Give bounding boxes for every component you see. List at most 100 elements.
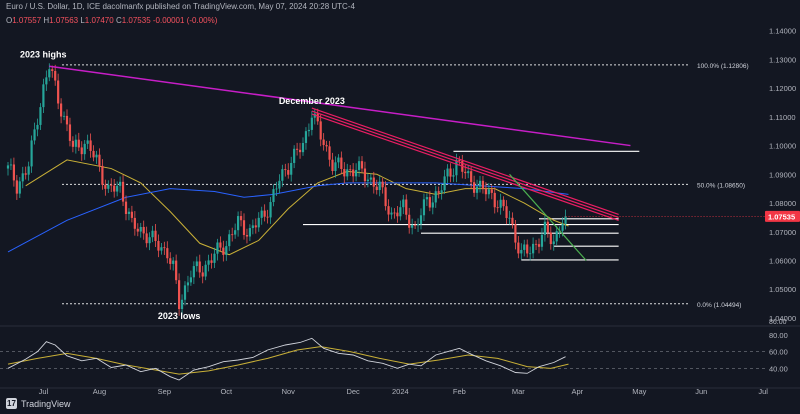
candle-body [12,164,15,181]
candle-body [478,180,482,187]
candle-body [54,70,57,81]
candle-body [201,272,204,277]
long-term-trendline [49,65,631,147]
candle-body [166,248,169,259]
candle-body [316,113,319,122]
candle-body [414,224,417,226]
candle-body [428,197,431,208]
candle-body [178,280,181,310]
candle-body [272,189,275,203]
candle-body [355,169,358,177]
candles-group [6,63,567,316]
candle-body [234,230,237,235]
candle-body [475,186,479,193]
x-tick-label: Jun [695,387,707,396]
candle-body [452,175,455,177]
candle-body [334,162,337,172]
candle-body [57,80,60,104]
december-resistance-line [311,107,619,215]
candle-body [62,115,66,117]
candle-body [251,225,254,229]
candle-body [110,184,113,186]
candle-body [337,157,340,163]
y-tick-label: 1.11000 [769,113,796,122]
candle-body [352,169,355,177]
candle-body [328,146,331,160]
candle-body [467,171,470,174]
candle-body [124,201,128,214]
candle-body [186,282,190,286]
x-tick-label: Apr [572,387,584,396]
candle-body [36,124,39,130]
candle-body [266,216,269,218]
candle-body [416,224,420,226]
rsi-tick-label: 40.00 [769,364,788,373]
candle-body [15,180,18,194]
candle-body [213,253,216,263]
candle-body [511,217,514,225]
candle-body [83,143,86,155]
candle-body [496,207,499,209]
candle-body [248,228,251,237]
candle-body [74,139,77,147]
candle-body [86,140,89,144]
candle-body [520,249,523,254]
fib-level-label: 50.0% (1.08650) [697,182,745,189]
chart-annotation: 2023 lows [158,311,201,321]
open-label: O [6,16,13,25]
candle-body [216,242,219,254]
candle-body [21,173,24,182]
y-tick-label: 1.09000 [769,170,796,179]
close-label: C [115,16,122,25]
candle-body [260,210,263,218]
candle-body [360,161,364,169]
candle-body [340,157,343,170]
candle-body [18,181,21,194]
candle-body [119,181,122,186]
candle-body [192,266,195,278]
candle-body [27,166,30,175]
candle-body [116,185,119,192]
candle-body [399,207,402,217]
candle-body [402,199,405,208]
candle-body [68,124,72,141]
candle-body [151,230,154,238]
candle-body [393,212,396,214]
candle-body [564,216,567,224]
december-resistance-line [311,113,619,221]
x-tick-label: Dec [346,387,360,396]
candle-body [254,225,257,228]
tradingview-brand: TradingView [21,398,71,409]
candle-body [537,244,541,247]
candle-body [390,212,393,215]
change-value: -0.00001 (-0.00%) [152,16,218,25]
candle-body [473,182,476,193]
candle-body [169,258,172,264]
candle-body [160,247,163,251]
candle-body [543,221,546,235]
candle-body [269,202,272,218]
candle-body [517,242,520,254]
candle-body [405,199,408,215]
candle-body [493,192,496,208]
high-value: 1.07563 [49,16,79,25]
candle-body [343,169,346,177]
y-tick-label: 1.07000 [769,228,796,237]
candle-body [195,261,198,267]
y-tick-label: 1.10000 [769,142,796,151]
candle-body [24,173,27,175]
candle-body [80,147,83,155]
candle-body [484,188,487,195]
candle-body [301,142,305,153]
candle-body [198,261,201,273]
candle-body [437,191,440,193]
candle-body [505,206,508,218]
candle-body [490,189,493,193]
candle-body [172,260,175,264]
tradingview-logo-icon: 17 [6,398,17,409]
candle-body [499,199,502,208]
candle-body [6,165,10,169]
candle-body [434,191,437,203]
